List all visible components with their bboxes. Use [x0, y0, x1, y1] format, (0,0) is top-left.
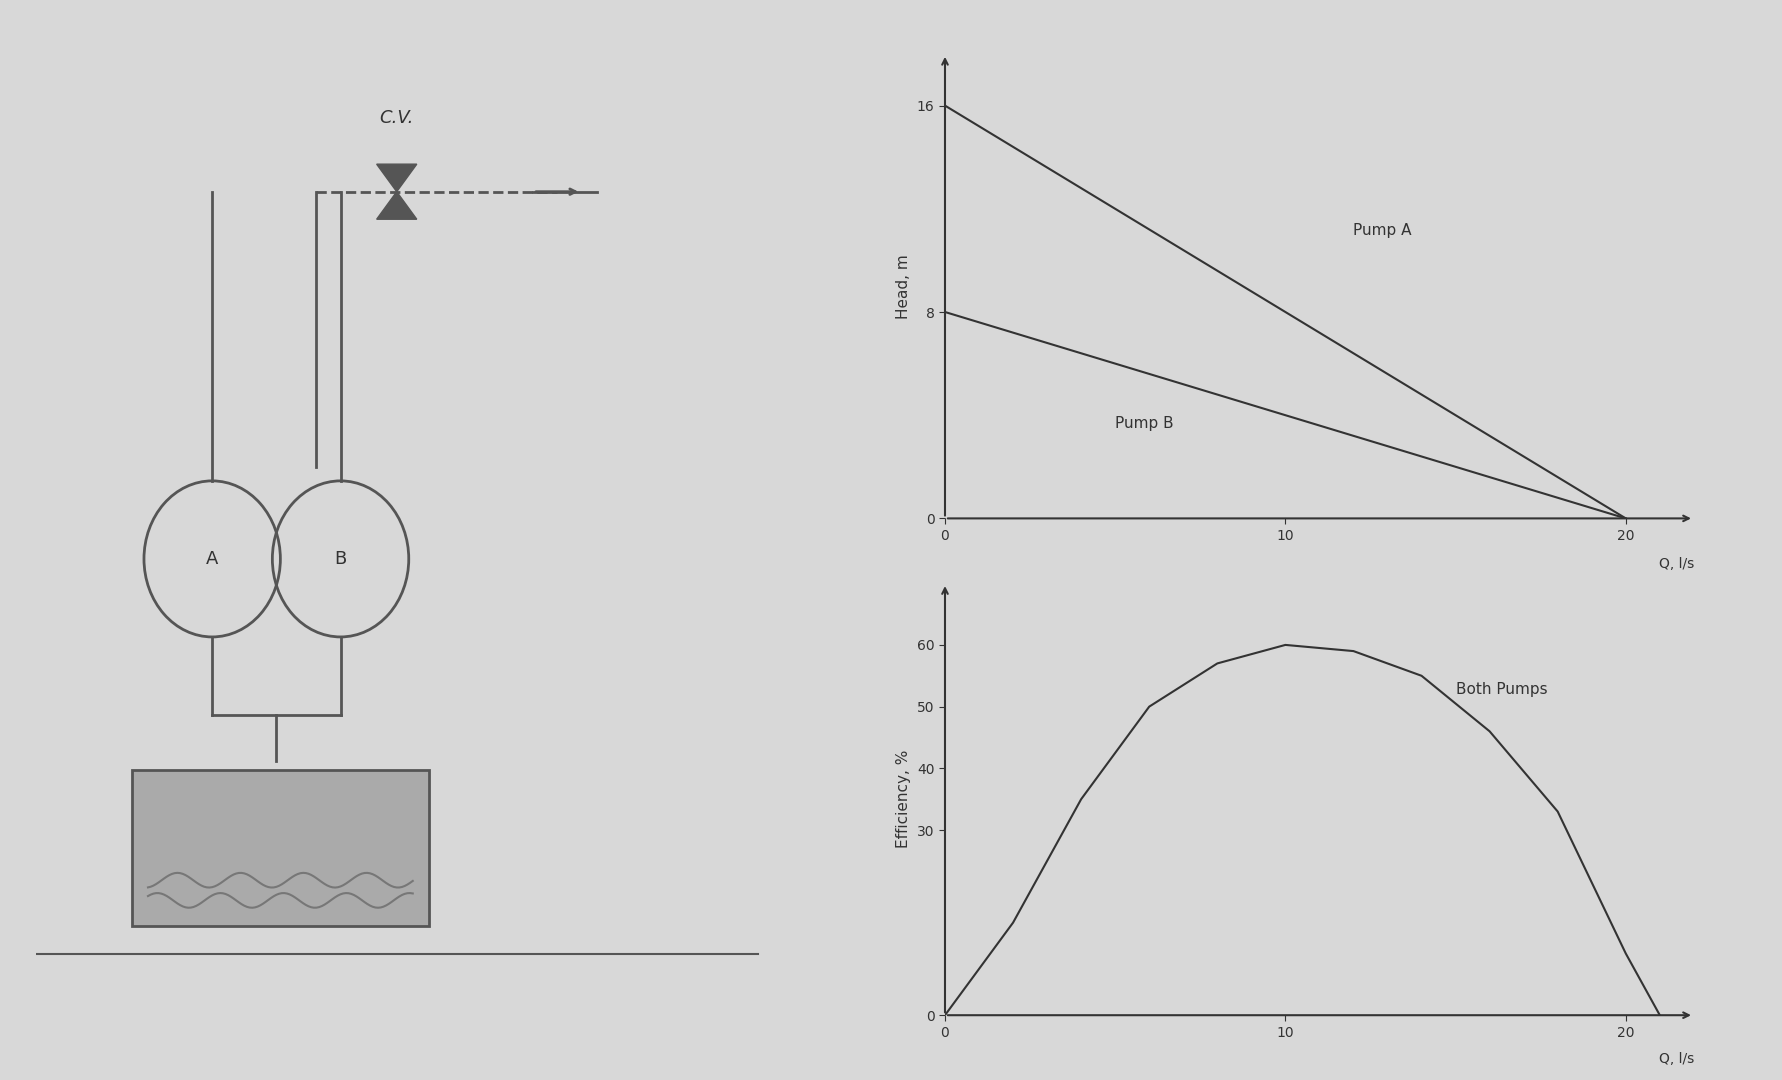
Text: Pump A: Pump A: [1353, 222, 1411, 238]
Text: B: B: [335, 550, 346, 568]
Text: A: A: [207, 550, 217, 568]
Text: Q, l/s: Q, l/s: [1659, 557, 1693, 571]
Polygon shape: [376, 164, 417, 191]
Y-axis label: Efficiency, %: Efficiency, %: [896, 750, 911, 849]
Text: Both Pumps: Both Pumps: [1454, 683, 1547, 698]
FancyBboxPatch shape: [132, 770, 429, 926]
Y-axis label: Head, m: Head, m: [896, 254, 911, 319]
Text: C.V.: C.V.: [380, 109, 413, 127]
Polygon shape: [376, 191, 417, 219]
Text: Pump B: Pump B: [1114, 416, 1173, 431]
Text: Q, l/s: Q, l/s: [1659, 1052, 1693, 1066]
